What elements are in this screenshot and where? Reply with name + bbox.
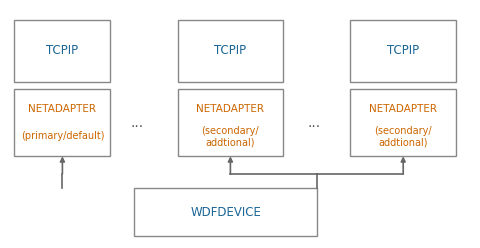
Bar [178,89,283,156]
Bar [350,20,456,82]
Text: NETADAPTER: NETADAPTER [28,104,96,114]
Text: NETADAPTER: NETADAPTER [196,104,264,114]
Text: TCPIP: TCPIP [387,44,419,57]
Text: (secondary/
addtional): (secondary/ addtional) [202,125,259,147]
Text: TCPIP: TCPIP [47,44,78,57]
Bar [178,20,283,82]
Text: TCPIP: TCPIP [215,44,246,57]
Text: ...: ... [130,116,144,130]
Bar [14,20,110,82]
Text: ...: ... [308,116,321,130]
Text: (secondary/
addtional): (secondary/ addtional) [374,125,432,147]
Text: WDFDEVICE: WDFDEVICE [190,206,261,218]
Text: (primary/default): (primary/default) [21,131,104,141]
Text: NETADAPTER: NETADAPTER [369,104,437,114]
Bar [14,89,110,156]
Bar [350,89,456,156]
Bar [134,188,317,236]
